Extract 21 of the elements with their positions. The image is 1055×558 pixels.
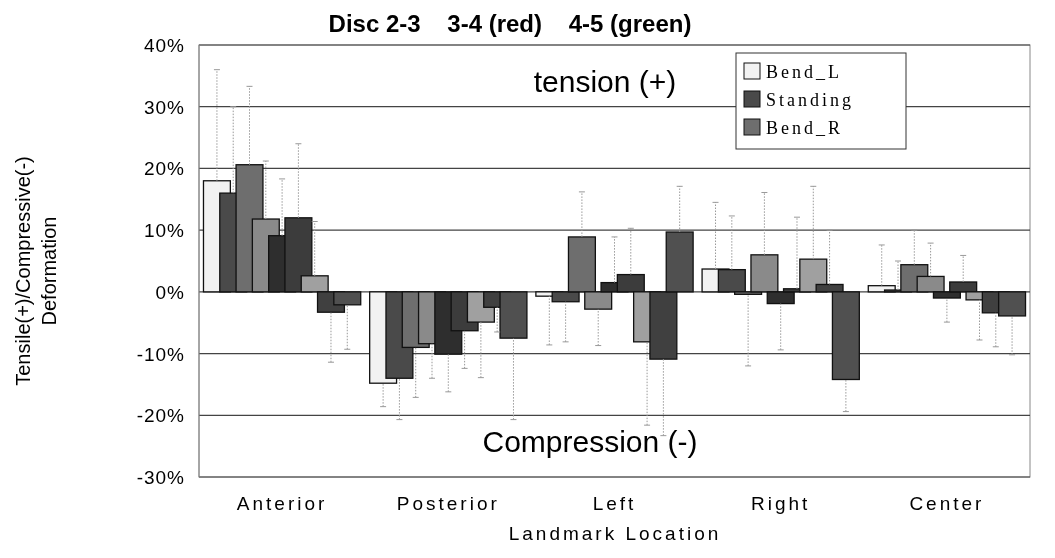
y-axis-title: Tensile(+)/Compressive(-) Deformation bbox=[12, 156, 60, 386]
chart-title: Disc 2-3 3-4 (red) 4-5 (green) bbox=[328, 10, 692, 37]
y-tick-label: 40% bbox=[143, 35, 185, 56]
x-tick-label: Center bbox=[909, 493, 985, 514]
y-tick-label: -30% bbox=[136, 467, 185, 488]
y-tick-label: 20% bbox=[143, 158, 185, 180]
annotation: Compression (-) bbox=[482, 425, 698, 458]
y-tick-label: 10% bbox=[143, 220, 185, 242]
x-tick-label: Posterior bbox=[396, 493, 500, 514]
annotation: tension (+) bbox=[533, 65, 677, 98]
legend-label: Standing bbox=[766, 90, 855, 110]
y-tick-label: -10% bbox=[136, 343, 185, 365]
y-tick-label: 30% bbox=[143, 96, 185, 118]
x-tick-label: Anterior bbox=[236, 493, 328, 514]
y-tick-label: -20% bbox=[136, 405, 185, 427]
y-tick-label: 0% bbox=[155, 281, 185, 303]
legend-label: Bend_R bbox=[766, 118, 844, 138]
legend-label: Bend_L bbox=[766, 62, 842, 82]
x-tick-label: Right bbox=[751, 493, 811, 514]
x-tick-label: Left bbox=[592, 493, 637, 514]
x-axis-title: Landmark Location bbox=[508, 523, 722, 544]
